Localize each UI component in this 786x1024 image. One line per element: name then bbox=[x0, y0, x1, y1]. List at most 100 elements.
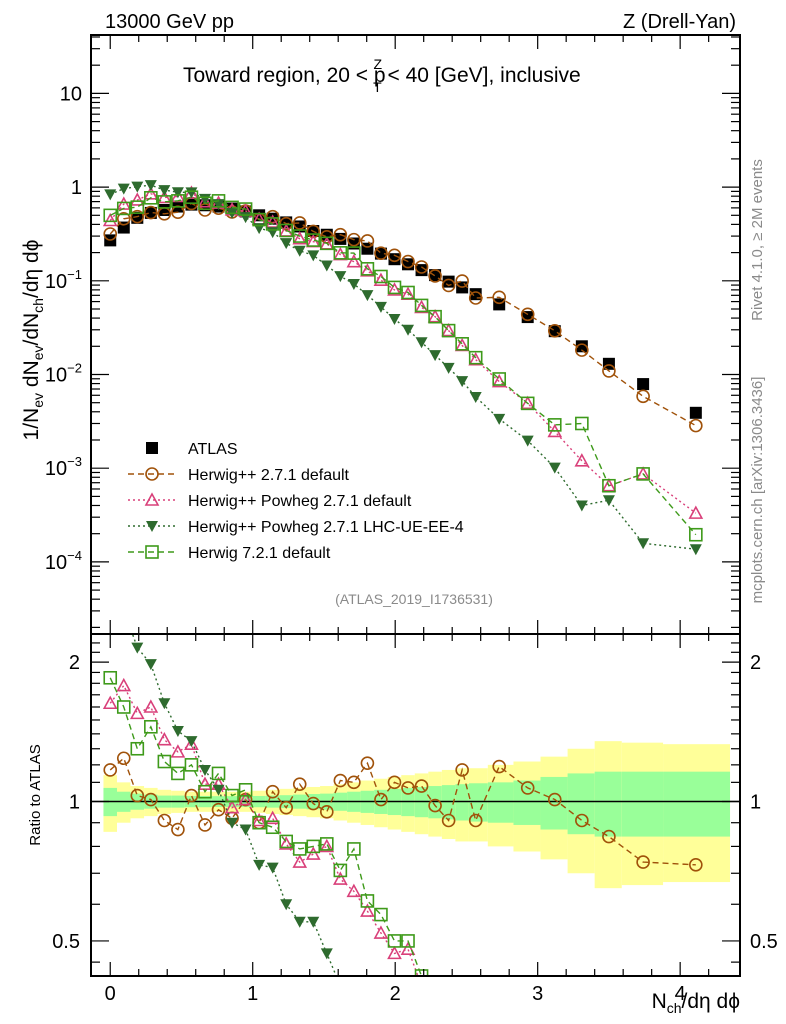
marker-triangle-down bbox=[402, 324, 415, 336]
marker-square-open bbox=[145, 545, 159, 559]
title-post: < 40 [GeV], inclusive bbox=[382, 64, 581, 87]
marker-circle-open bbox=[636, 389, 650, 404]
marker-triangle-down bbox=[374, 301, 387, 313]
marker-circle-open bbox=[387, 248, 402, 263]
marker-circle-open bbox=[455, 763, 469, 777]
marker-triangle-open bbox=[373, 925, 389, 939]
marker-triangle-down bbox=[212, 784, 225, 796]
marker-square-open bbox=[103, 670, 118, 685]
ylabel-part: dN bbox=[20, 360, 43, 393]
marker-square bbox=[253, 209, 266, 222]
marker-triangle-open bbox=[197, 194, 213, 208]
marker-triangle-down bbox=[146, 521, 158, 532]
marker-circle-open bbox=[374, 792, 388, 807]
marker-triangle-down bbox=[198, 764, 211, 776]
marker-triangle-down bbox=[158, 185, 171, 197]
marker-square bbox=[280, 216, 293, 229]
legend-entry: Herwig++ 2.7.1 default bbox=[128, 467, 350, 484]
marker-triangle-down bbox=[548, 462, 561, 474]
marker-circle-open bbox=[306, 224, 321, 239]
marker-triangle-open bbox=[601, 478, 617, 492]
marker-triangle-down bbox=[144, 659, 157, 671]
marker-circle-open bbox=[387, 775, 402, 790]
band-inner-segment bbox=[567, 773, 595, 835]
y-tick-label: 10−4 bbox=[45, 548, 82, 574]
marker-triangle-down bbox=[280, 238, 293, 250]
marker-triangle-open bbox=[144, 492, 160, 506]
marker-square-open bbox=[157, 195, 172, 209]
marker-triangle-down bbox=[226, 817, 239, 829]
ylabel-part: ev bbox=[30, 393, 46, 408]
marker-circle-open bbox=[279, 800, 293, 815]
marker-square-open bbox=[428, 309, 442, 324]
marker-triangle-down bbox=[185, 187, 198, 199]
marker-triangle-open bbox=[102, 695, 118, 710]
marker-triangle-down bbox=[637, 538, 650, 550]
marker-square-open bbox=[387, 934, 402, 948]
marker-square-open bbox=[689, 527, 703, 542]
marker-square-open bbox=[374, 269, 388, 284]
marker-circle-open bbox=[130, 209, 145, 224]
marker-triangle-down bbox=[334, 271, 347, 283]
series-4-ratio bbox=[103, 670, 429, 976]
marker-triangle-open bbox=[238, 791, 253, 806]
header-left: 13000 GeV pp bbox=[105, 11, 234, 33]
marker-circle-open bbox=[333, 227, 348, 242]
marker-square-open bbox=[279, 223, 293, 238]
marker-circle-open bbox=[689, 858, 703, 872]
marker-triangle-open bbox=[143, 699, 159, 713]
marker-triangle-open bbox=[520, 395, 536, 410]
y-tick-label: 10 bbox=[60, 83, 82, 105]
marker-triangle-open bbox=[427, 309, 443, 323]
marker-circle-open bbox=[292, 777, 307, 791]
marker-triangle-down bbox=[117, 183, 130, 195]
legend-label: Herwig 7.2.1 default bbox=[188, 545, 331, 562]
marker-triangle-open bbox=[429, 1001, 441, 1012]
marker-square-open bbox=[347, 842, 361, 856]
marker-square-open bbox=[144, 719, 158, 734]
marker-circle-open bbox=[575, 813, 589, 828]
marker-triangle-down bbox=[347, 278, 360, 290]
legend-label: Herwig++ Powheg 2.7.1 LHC-UE-EE-4 bbox=[188, 519, 464, 536]
y-tick-label: 10−2 bbox=[45, 360, 82, 386]
marker-circle-open bbox=[347, 775, 361, 790]
marker-triangle-down bbox=[469, 391, 482, 403]
legend-entry: Herwig++ Powheg 2.7.1 default bbox=[128, 492, 412, 510]
marker-triangle-down bbox=[118, 604, 130, 615]
marker-triangle-open bbox=[251, 812, 267, 827]
marker-triangle-down bbox=[575, 500, 588, 512]
marker-square-open bbox=[468, 350, 483, 365]
series-1-ratio bbox=[103, 751, 703, 872]
marker-square-open bbox=[238, 783, 253, 797]
marker-square-open bbox=[184, 758, 199, 772]
marker-triangle-open bbox=[170, 744, 186, 758]
marker-square-open bbox=[547, 418, 562, 432]
marker-circle-open bbox=[468, 813, 483, 828]
marker-square-open bbox=[198, 784, 212, 799]
marker-circle-open bbox=[414, 260, 429, 274]
title-pre: Toward region, 20 < p bbox=[183, 64, 386, 87]
marker-triangle-down bbox=[239, 824, 252, 836]
series-line bbox=[109, 202, 697, 427]
marker-square-open bbox=[414, 969, 429, 976]
marker-circle-open bbox=[103, 763, 118, 777]
marker-square-open bbox=[602, 478, 616, 493]
marker-triangle-down bbox=[131, 181, 144, 193]
marker-triangle-open bbox=[387, 945, 402, 960]
marker-circle-open bbox=[103, 227, 118, 241]
marker-square-open bbox=[225, 788, 239, 803]
title-sup: Z bbox=[374, 56, 383, 72]
marker-square-open bbox=[401, 934, 415, 948]
x-tick-label: 3 bbox=[532, 983, 543, 1005]
marker-square bbox=[602, 357, 615, 370]
marker-square-open bbox=[520, 396, 535, 411]
marker-triangle-open bbox=[278, 836, 294, 850]
ratio-panel: 2 2 1 1 0.5 0.5 0 1 2 3 4 bbox=[52, 604, 778, 1012]
xlabel-main: N bbox=[652, 990, 667, 1013]
marker-triangle-open bbox=[332, 871, 348, 885]
marker-triangle-open bbox=[102, 212, 118, 227]
ratio-tick-label-right: 1 bbox=[750, 792, 761, 814]
y-axis-label: 1/Nev dNev/dNch/dη dϕ bbox=[20, 240, 46, 441]
marker-triangle-open bbox=[360, 263, 375, 277]
marker-square-open bbox=[198, 196, 212, 211]
